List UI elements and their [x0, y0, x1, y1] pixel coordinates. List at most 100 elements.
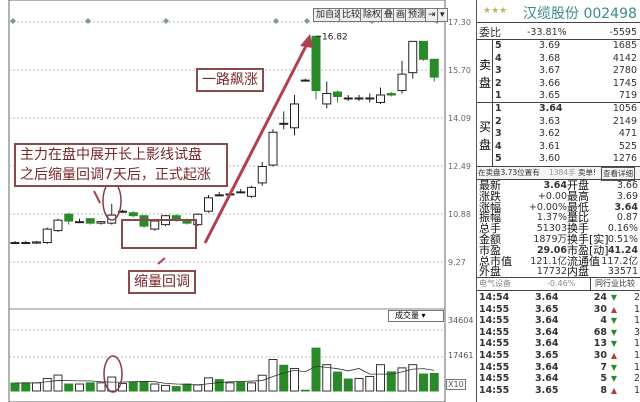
- price-axis-label: 12.49: [448, 162, 471, 171]
- tick-row-cell: 14:55: [479, 326, 510, 338]
- buy-level-cell: 5: [495, 153, 502, 164]
- candle-up: [290, 103, 299, 129]
- tick-row-cell: 3.64: [535, 315, 559, 327]
- tick-row-cell: 1: [633, 384, 640, 396]
- sell-level-cell: 3: [495, 65, 502, 76]
- arrow-down-icon: ▼: [610, 316, 617, 326]
- arrow-down-icon: ▼: [610, 339, 617, 349]
- candle-up: [150, 220, 160, 230]
- candle-up: [322, 93, 332, 105]
- volume-bar: [322, 364, 332, 392]
- tick-row: 14:54 3.64 24 2 ▼: [477, 292, 640, 304]
- stat-row-cell: 0.51%: [607, 234, 638, 245]
- candle-up: [204, 197, 213, 212]
- volume-bar: [64, 383, 74, 392]
- forecast-button[interactable]: 预测: [405, 8, 430, 22]
- volume-bar: [171, 386, 181, 392]
- sell-level-cell: 4142: [612, 52, 637, 64]
- sell-level-cell: 5: [495, 40, 502, 51]
- stat-row-cell: 涨幅: [479, 200, 501, 214]
- candle-up: [343, 97, 353, 100]
- tick-row-cell: 3.64: [535, 373, 559, 385]
- candle-up: [75, 221, 84, 224]
- arrow-up-icon: ▲: [610, 304, 617, 314]
- pullback-annotation: 缩量回调: [128, 270, 196, 294]
- price-axis-label: 9.27: [448, 258, 466, 267]
- tick-row-cell: 68: [593, 326, 607, 338]
- sell-level: 4 3.68 4142: [477, 53, 640, 65]
- price-axis-label: 14.09: [448, 114, 471, 123]
- indicator-select[interactable]: 成交量 ▾: [388, 310, 444, 322]
- stat-row: 金额 1879万 换手[实] 0.51%: [477, 234, 640, 246]
- volume-bar: [107, 376, 117, 392]
- tick-row-cell: 3.64: [535, 292, 559, 303]
- pullback-box: [121, 219, 197, 249]
- sell-level-cell: 2: [495, 77, 502, 89]
- tick-row: 14:55 3.65 30 1 ▲: [477, 350, 640, 362]
- volume-bar: [225, 382, 235, 392]
- volume-bar: [182, 383, 192, 392]
- tick-row-cell: 13: [593, 338, 607, 350]
- industry-pct: -0.46%: [547, 279, 576, 288]
- arrow-up-icon: ▲: [610, 351, 617, 360]
- menu-dropdown-button[interactable]: ▾: [437, 8, 448, 22]
- probe-volume-circle: [103, 355, 123, 393]
- buy-level-cell: 3: [495, 128, 502, 139]
- indicator-select-label: 成交量: [395, 311, 419, 320]
- label-char: 盘: [479, 76, 492, 90]
- alert-volume: 1384手: [549, 168, 576, 177]
- stat-row-cell: 0.87: [616, 212, 638, 224]
- volume-bar: [429, 372, 439, 392]
- stat-row: 最新 3.64 开盘 3.66: [477, 180, 640, 192]
- candle-down: [429, 58, 439, 78]
- candle-up: [279, 122, 289, 125]
- tick-row-cell: 3.65: [535, 384, 559, 396]
- sell-level-cell: 1685: [612, 40, 637, 51]
- stat-row-cell: 最新: [479, 179, 501, 192]
- stat-row-cell: 市盈[动]: [567, 243, 609, 257]
- sell-level-cell: 4: [495, 52, 502, 64]
- weibi-pct: -33.81%: [527, 27, 567, 38]
- candle-down: [85, 218, 95, 224]
- volume-bar: [333, 371, 342, 392]
- event-marker-icon: [85, 18, 91, 24]
- stat-row-cell: 0.16%: [607, 223, 638, 235]
- tick-row-cell: 14:55: [479, 338, 510, 350]
- stock-title: 汉缆股份 002498: [523, 6, 637, 22]
- stat-row-cell: 涨跌: [479, 189, 501, 203]
- buy-level: 1 3.64 1056: [477, 103, 640, 115]
- candle-down: [386, 93, 396, 96]
- stat-row: 总市值 121.1亿 流通值 117.2亿: [477, 255, 640, 268]
- stat-row-cell: 总手: [479, 222, 501, 236]
- view-detail-link[interactable]: 查看详细: [601, 167, 635, 181]
- tick-row-cell: 3.64: [535, 338, 559, 350]
- stat-row-cell: 3.66: [616, 180, 638, 191]
- candle-up: [300, 79, 310, 82]
- volume-axis-mid: 17461: [448, 351, 474, 360]
- stat-row: 外盘 17732 内盘 33571: [477, 266, 640, 278]
- ex-rights-button[interactable]: 除权: [360, 8, 385, 22]
- tick-row-cell: 14:54: [479, 292, 510, 303]
- sell-level: 3 3.67 2780: [477, 65, 640, 77]
- sell-level-cell: 2780: [612, 65, 637, 76]
- stat-row-cell: 内盘: [567, 265, 589, 279]
- tick-row: 14:55 3.64 4 1 ▼: [477, 315, 640, 327]
- stat-row-cell: 换手: [567, 222, 589, 236]
- stat-row-cell: 最低: [567, 200, 589, 214]
- buy-level-cell: 1: [495, 103, 502, 114]
- candle-down: [311, 35, 321, 92]
- volume-unit: X10: [446, 379, 466, 390]
- tick-row-cell: 2: [633, 373, 640, 385]
- tick-row-cell: 3.65: [535, 303, 559, 315]
- industry-compare-button[interactable]: 同行业比较: [590, 278, 635, 290]
- high-price-label: 16.82: [322, 32, 348, 42]
- tick-row-cell: 5: [600, 373, 607, 385]
- volume-bar: [96, 382, 106, 392]
- sell-level-cell: 3.68: [539, 52, 561, 64]
- tick-row-cell: 3: [633, 326, 640, 338]
- label-char: 盘: [479, 138, 492, 152]
- arrow-up-icon: ▲: [610, 385, 617, 395]
- stat-row-cell: 17732: [536, 266, 567, 278]
- quote-panel: ★★★ 汉缆股份 002498 委比 -33.81% -5595 卖盘 买盘 5 3.…: [476, 0, 640, 402]
- stat-row: 市盈 29.06 市盈[动] 41.24: [477, 243, 640, 257]
